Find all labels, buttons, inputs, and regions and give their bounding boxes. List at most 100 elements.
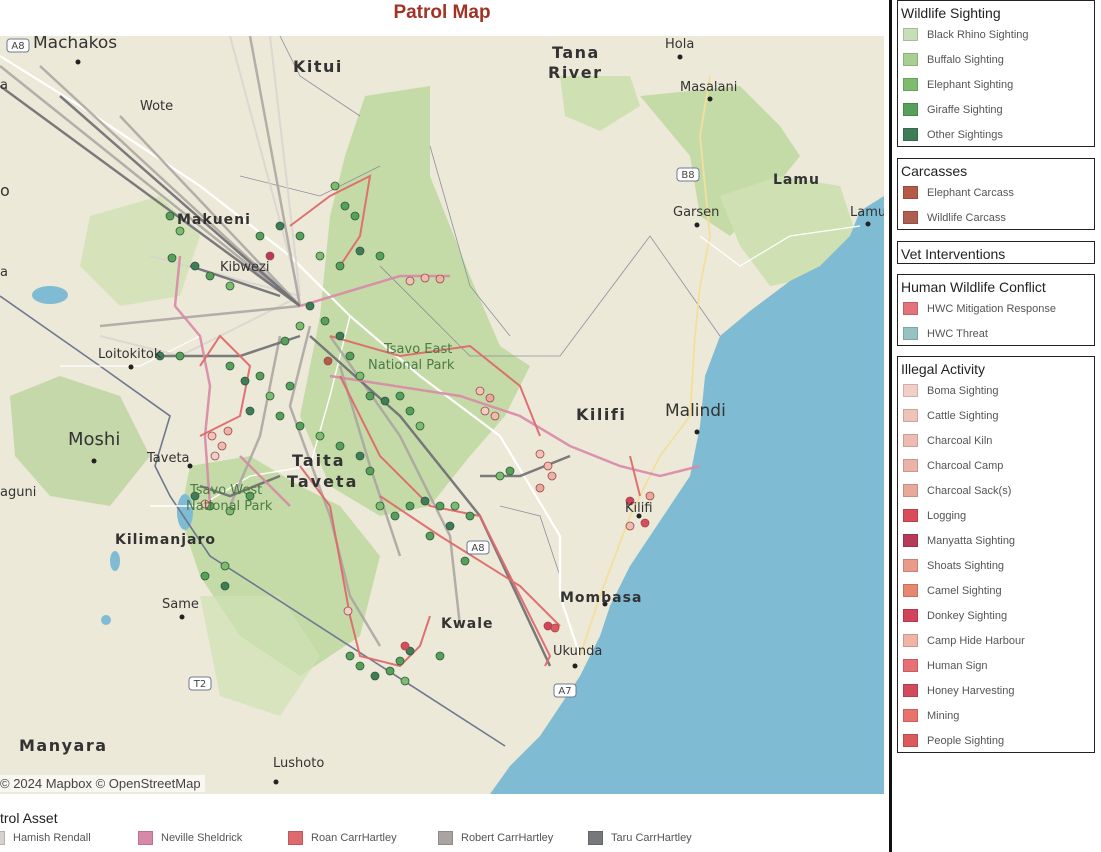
road [579, 75, 711, 657]
legend-swatch [903, 128, 918, 141]
legend-label: People Sighting [927, 734, 1005, 747]
label-kwale: Kwale [441, 616, 494, 632]
road [0, 55, 582, 657]
legend-label: Hamish Rendall [13, 832, 91, 844]
legend-swatch [903, 659, 918, 672]
patrol-asset-item[interactable]: Taru CarrHartley [588, 831, 692, 845]
legend-item[interactable]: Charcoal Kiln [898, 428, 1094, 453]
legend-item[interactable]: Giraffe Sighting [898, 97, 1094, 122]
legend-label: Boma Sighting [927, 384, 999, 397]
patrol-asset-item[interactable]: Hamish Rendall [0, 831, 91, 845]
legend-swatch [903, 734, 918, 747]
label-taveta: Taveta [146, 451, 190, 466]
legend-swatch [903, 459, 918, 472]
legend-item[interactable]: Elephant Carcass [898, 180, 1094, 205]
legend-swatch [903, 28, 918, 41]
label-tsavo-east-2: National Park [368, 358, 455, 373]
legend-item[interactable]: Charcoal Sack(s) [898, 478, 1094, 503]
legend-label: Cattle Sighting [927, 409, 999, 422]
label-kibwezi: Kibwezi [220, 260, 269, 275]
legend-label: Wildlife Carcass [927, 211, 1006, 224]
legend-item[interactable]: Camp Hide Harbour [898, 628, 1094, 653]
legend-swatch [903, 634, 918, 647]
map-attribution: © 2024 Mapbox © OpenStreetMap [0, 775, 205, 792]
county-border [429, 145, 511, 337]
label-malindi: Malindi [665, 401, 726, 421]
label-loitokitok: Loitokitok [98, 347, 162, 362]
label-moshi: Moshi [68, 429, 120, 450]
legend-item[interactable]: Honey Harvesting [898, 678, 1094, 703]
legend-swatch [903, 534, 918, 547]
legend-label: Other Sightings [927, 128, 1003, 141]
road [150, 315, 351, 507]
svg-text:A8: A8 [471, 543, 484, 554]
legend-label: Mining [927, 709, 960, 722]
legend-item[interactable]: Manyatta Sighting [898, 528, 1094, 553]
patrol-map[interactable]: A8 B8 A8 A7 T2 Machakos Kitui Tana River… [0, 36, 884, 794]
label-same: Same [162, 597, 199, 612]
county-border [239, 165, 381, 197]
legend-item[interactable]: People Sighting [898, 728, 1094, 753]
patrol-tracks-hamish [99, 36, 301, 358]
legend-swatch [903, 53, 918, 66]
legend-item[interactable]: Charcoal Camp [898, 453, 1094, 478]
legend-item[interactable]: Wildlife Carcass [898, 205, 1094, 230]
label-garsen: Garsen [673, 205, 719, 220]
legend-title: Illegal Activity [901, 361, 986, 377]
park-area [10, 376, 150, 506]
page-title: Patrol Map [393, 2, 491, 23]
legend-swatch [903, 559, 918, 572]
legend-item[interactable]: Elephant Sighting [898, 72, 1094, 97]
legend-items: Boma Sighting Cattle Sighting Charcoal Kil… [898, 378, 1094, 753]
legend-item[interactable]: Logging [898, 503, 1094, 528]
patrol-asset-item[interactable]: Roan CarrHartley [288, 831, 397, 845]
legend-swatch [438, 831, 453, 845]
legend-item[interactable]: Mining [898, 703, 1094, 728]
legend-item[interactable]: Black Rhino Sighting [898, 22, 1094, 47]
legend-label: Neville Sheldrick [161, 832, 243, 844]
label-wote: Wote [140, 99, 173, 114]
legend-label: Roan CarrHartley [311, 832, 397, 844]
label-tana: Tana [552, 43, 600, 62]
park-area [720, 176, 860, 286]
legend-label: Giraffe Sighting [927, 103, 1003, 116]
legend-swatch [903, 327, 918, 340]
wildlife-sighting-points [155, 181, 515, 686]
legend-item[interactable]: HWC Mitigation Response [898, 296, 1094, 321]
legend-swatch [903, 609, 918, 622]
legend-label: Buffalo Sighting [927, 53, 1004, 66]
legend-item[interactable]: Shoats Sighting [898, 553, 1094, 578]
legend-swatch [903, 509, 918, 522]
label-lamu-region: Lamu [773, 172, 820, 188]
label-taita: Taita [292, 451, 346, 470]
legend-item[interactable]: Donkey Sighting [898, 603, 1094, 628]
legend-label: Charcoal Kiln [927, 434, 993, 447]
legend-label: Honey Harvesting [927, 684, 1015, 697]
legend-label: Charcoal Camp [927, 459, 1004, 472]
label-kilifi-town: Kilifi [625, 501, 653, 516]
legend-items: HWC Mitigation Response HWC Threat [898, 296, 1094, 346]
legend-item[interactable]: HWC Threat [898, 321, 1094, 346]
lake [177, 494, 193, 530]
svg-text:T2: T2 [193, 679, 206, 690]
patrol-asset-item[interactable]: Robert CarrHartley [438, 831, 553, 845]
county-border [379, 235, 721, 357]
patrol-asset-item[interactable]: Neville Sheldrick [138, 831, 242, 845]
label-manyara: Manyara [19, 736, 108, 755]
park-area [80, 196, 200, 306]
legend-item[interactable]: Human Sign [898, 653, 1094, 678]
label-partial-aguni: aguni [0, 485, 36, 500]
legend-item[interactable]: Buffalo Sighting [898, 47, 1094, 72]
legend-item[interactable]: Cattle Sighting [898, 403, 1094, 428]
label-lamu-town: Lamu [850, 205, 884, 220]
legend-label: Camp Hide Harbour [927, 634, 1025, 647]
legend-item[interactable]: Other Sightings [898, 122, 1094, 147]
legend-item[interactable]: Camel Sighting [898, 578, 1094, 603]
ocean [490, 196, 884, 794]
legend-swatch [138, 831, 153, 845]
legend-vet-interventions: Vet Interventions [897, 241, 1095, 264]
legend-label: Elephant Sighting [927, 78, 1014, 91]
svg-text:A8: A8 [11, 41, 24, 52]
legend-label: Logging [927, 509, 967, 522]
legend-item[interactable]: Boma Sighting [898, 378, 1094, 403]
